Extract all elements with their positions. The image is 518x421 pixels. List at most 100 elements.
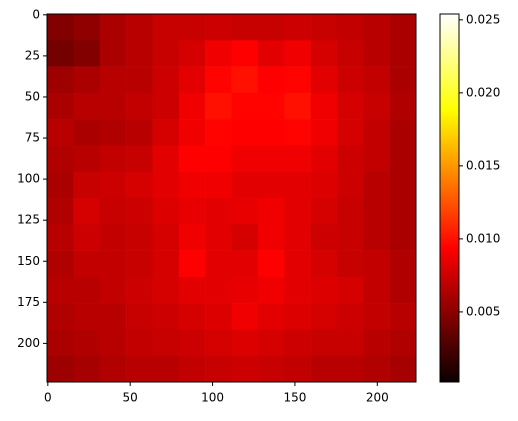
heatmap-cell [152, 145, 180, 173]
heatmap-cell [284, 276, 311, 304]
heatmap-cell [47, 171, 74, 199]
heatmap-cell [152, 329, 180, 357]
colorbar [439, 13, 460, 383]
heatmap-cell [310, 224, 338, 251]
heatmap-cell [178, 250, 206, 278]
heatmap-cell [284, 329, 311, 357]
colorbar-tick-label: 0.010 [466, 231, 500, 245]
heatmap-cell [126, 119, 153, 146]
heatmap-cell [126, 40, 153, 67]
heatmap-cell [99, 145, 127, 173]
heatmap-cell [336, 355, 364, 383]
heatmap-cell [126, 171, 153, 199]
heatmap-cell [99, 171, 127, 199]
heatmap-cell [205, 171, 232, 199]
heatmap-cell [310, 198, 338, 225]
heatmap-cell [73, 66, 101, 94]
heatmap-cell [99, 224, 127, 251]
heatmap-cell [389, 66, 417, 94]
heatmap-cell [231, 355, 259, 383]
heatmap-cell [284, 250, 311, 278]
heatmap-cell [152, 119, 180, 146]
heatmap-cell [47, 355, 74, 383]
heatmap-cell [363, 14, 390, 41]
heatmap-cell [73, 198, 101, 225]
heatmap-cell [231, 40, 259, 67]
heatmap-cell [178, 303, 206, 330]
heatmap-cell [231, 92, 259, 120]
heatmap-cell [126, 329, 153, 357]
heatmap-cell [152, 40, 180, 67]
heatmap-cell [205, 198, 232, 225]
heatmap-cell [336, 329, 364, 357]
heatmap-cell [47, 224, 74, 251]
y-tick-label: 125 [17, 213, 40, 227]
heatmap-cell [205, 66, 232, 94]
heatmap-cell [231, 171, 259, 199]
heatmap-cell [284, 119, 311, 146]
heatmap-cell [310, 171, 338, 199]
heatmap-cell [257, 171, 285, 199]
colorbar-tick-label: 0.005 [466, 304, 500, 318]
heatmap-cell [231, 119, 259, 146]
heatmap-cell [47, 119, 74, 146]
heatmap-cell [336, 14, 364, 41]
colorbar-tick-label: 0.020 [466, 85, 500, 99]
heatmap-cell [126, 250, 153, 278]
heatmap-cell [73, 276, 101, 304]
heatmap-cell [389, 198, 417, 225]
heatmap-cell [257, 303, 285, 330]
heatmap-cell [310, 276, 338, 304]
heatmap-cell [178, 92, 206, 120]
x-tick-label: 0 [44, 391, 52, 405]
heatmap-cell [73, 14, 101, 41]
heatmap-cell [231, 250, 259, 278]
heatmap-cell [284, 224, 311, 251]
heatmap-cell [205, 303, 232, 330]
heatmap-cell [363, 355, 390, 383]
heatmap-cell [363, 250, 390, 278]
heatmap-cell [178, 355, 206, 383]
heatmap-cell [73, 355, 101, 383]
heatmap-cell [47, 145, 74, 173]
heatmap-cell [152, 224, 180, 251]
heatmap-cell [152, 198, 180, 225]
heatmap-cell [152, 92, 180, 120]
heatmap-cell [336, 92, 364, 120]
heatmap-cell [126, 14, 153, 41]
y-tick-label: 25 [25, 48, 40, 62]
heatmap-cell [284, 92, 311, 120]
heatmap-cell [126, 66, 153, 94]
heatmap-cell [363, 145, 390, 173]
heatmap-cell [99, 355, 127, 383]
heatmap-cell [336, 40, 364, 67]
heatmap-cell [73, 171, 101, 199]
heatmap-cell [47, 198, 74, 225]
heatmap-cell [363, 276, 390, 304]
heatmap-cell [284, 171, 311, 199]
y-tick-label: 200 [17, 336, 40, 350]
heatmap-cell [231, 14, 259, 41]
heatmap-cell [310, 145, 338, 173]
x-tick-label: 150 [283, 391, 306, 405]
heatmap-cell [363, 171, 390, 199]
heatmap-cell [389, 14, 417, 41]
heatmap-cell [257, 40, 285, 67]
heatmap-cell [99, 250, 127, 278]
heatmap-cell [363, 92, 390, 120]
heatmap-cell [178, 224, 206, 251]
heatmap-cell [363, 66, 390, 94]
heatmap-cell [257, 276, 285, 304]
x-tick-label: 50 [123, 391, 138, 405]
heatmap-cell [152, 355, 180, 383]
heatmap-cell [47, 40, 74, 67]
heatmap-cell [257, 66, 285, 94]
heatmap-cell [336, 119, 364, 146]
heatmap-cell [126, 198, 153, 225]
heatmap-cell [73, 119, 101, 146]
heatmap [47, 14, 417, 383]
heatmap-cell [310, 40, 338, 67]
x-tick-label: 200 [366, 391, 389, 405]
heatmap-cell [257, 355, 285, 383]
heatmap-cell [126, 145, 153, 173]
